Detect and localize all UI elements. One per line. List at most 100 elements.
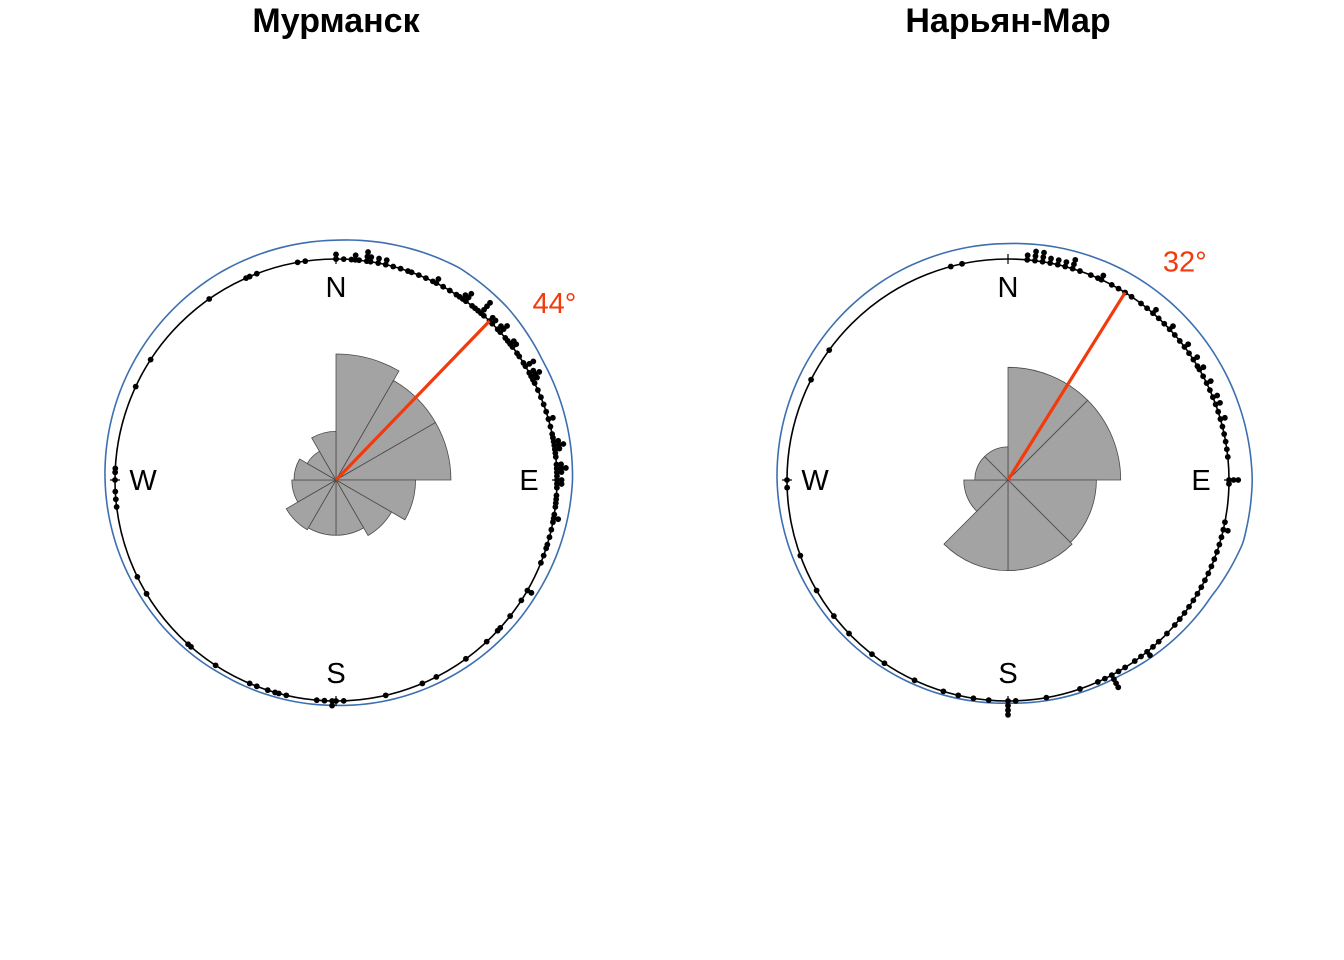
data-point [534,374,540,381]
data-point [382,261,389,268]
rose-sector [334,479,416,521]
data-point [528,589,535,596]
data-point [1077,268,1083,274]
data-point [1221,414,1228,421]
data-point [368,254,375,261]
data-point [540,552,547,559]
data-point [1230,477,1237,483]
data-point [959,260,965,267]
data-point [1190,597,1197,604]
data-point [1108,281,1115,288]
compass-label-west: W [129,465,157,497]
data-point [294,259,301,266]
data-point [212,662,219,669]
data-point [846,630,852,637]
data-point [1207,378,1214,384]
rose-sector [1007,366,1089,481]
data-point [869,651,875,658]
data-point [112,496,119,503]
data-point [556,445,563,452]
data-point [1131,658,1138,664]
data-point [1223,446,1230,453]
data-point [367,258,374,265]
data-point [549,414,556,421]
data-point [1115,285,1122,292]
plot-title: Мурманск [252,2,420,40]
data-point [1217,416,1224,422]
data-point [1224,527,1231,534]
data-point [264,687,271,694]
rose-sector [291,479,338,503]
data-point [1235,477,1242,483]
data-point [112,488,119,495]
data-point [1048,255,1054,262]
data-point [340,256,347,263]
data-point [538,394,544,401]
data-point [1005,711,1011,718]
data-point [1063,259,1070,265]
data-point [784,477,790,483]
data-point [826,347,833,353]
data-point [1186,603,1192,610]
data-point [1032,257,1038,264]
compass-label-west: W [801,465,829,497]
data-point [272,689,278,696]
data-point [947,263,954,270]
data-point [1214,392,1221,399]
rose-sector [1007,479,1097,544]
rose-sector [943,479,1009,572]
data-point [446,287,453,294]
data-point [970,695,977,702]
rose-sector [335,353,400,482]
data-point [555,516,562,523]
data-point [1138,653,1144,660]
data-point [313,697,320,704]
data-point [1069,265,1076,272]
data-point [440,283,447,290]
data-point [333,256,339,262]
data-point [1005,702,1011,709]
data-point [329,698,336,704]
data-point [147,356,154,363]
rose-sector [1007,479,1073,572]
data-point [134,573,141,580]
data-point [1185,341,1192,348]
panel-murmansk: Мурманск N E S W 44° [104,2,576,709]
data-point [1122,664,1129,671]
data-point [352,252,359,259]
data-point [375,260,382,266]
data-point [1226,480,1232,487]
data-point [1087,272,1094,278]
data-point [1176,338,1183,344]
data-point [545,416,552,422]
data-point [1115,684,1122,691]
data-point [534,387,541,394]
data-point [433,674,440,680]
data-point [540,401,547,408]
data-point [531,380,538,387]
data-point [1147,652,1153,659]
data-point [1155,638,1162,645]
rose-sector [311,430,337,482]
plot-title: Нарьян-Мар [905,2,1110,40]
data-point [1071,261,1077,268]
data-point [1077,686,1083,692]
data-point [253,270,260,277]
data-point [1221,431,1228,437]
data-point [547,423,554,430]
data-point [113,504,120,510]
data-point [408,269,415,276]
data-point [283,692,290,699]
data-point [955,692,962,699]
data-point [940,688,947,695]
compass-label-south: S [998,658,1017,690]
data-point [415,272,422,278]
rose-sector [983,446,1009,481]
rose-sector [334,478,393,537]
rose-sector [963,479,1009,512]
data-point [1100,272,1107,279]
rose-sector [334,421,452,481]
data-point [546,534,553,541]
data-point [1224,454,1231,460]
